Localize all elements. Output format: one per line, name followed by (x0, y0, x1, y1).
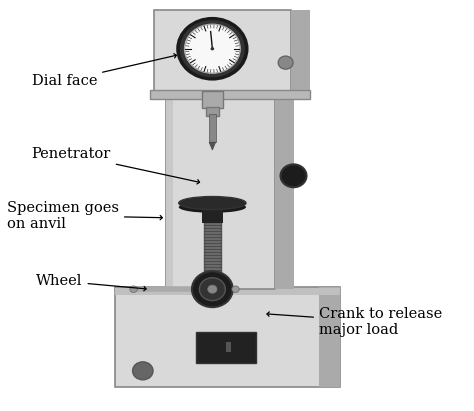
Bar (166, 83, 173, 289)
Text: Dial face: Dial face (32, 53, 176, 88)
Bar (209, 115, 216, 142)
Bar (204, 222, 221, 288)
Bar (196, 332, 256, 363)
Bar (206, 107, 219, 115)
Circle shape (208, 285, 217, 293)
Bar (275, 83, 293, 289)
Circle shape (200, 278, 225, 300)
Bar (202, 206, 223, 223)
Circle shape (176, 17, 248, 81)
Bar (150, 90, 310, 99)
Text: Crank to release
major load: Crank to release major load (267, 307, 442, 337)
Bar (115, 288, 340, 296)
Circle shape (278, 56, 293, 69)
Bar (226, 342, 231, 353)
Circle shape (232, 286, 239, 293)
Bar (202, 91, 223, 109)
Circle shape (184, 24, 240, 73)
Circle shape (180, 20, 245, 77)
Text: Specimen goes
on anvil: Specimen goes on anvil (7, 201, 162, 231)
Circle shape (192, 271, 233, 307)
Circle shape (281, 164, 307, 187)
Polygon shape (209, 142, 216, 150)
Text: Penetrator: Penetrator (32, 148, 200, 184)
Circle shape (210, 47, 214, 51)
Text: Wheel: Wheel (36, 274, 146, 291)
Bar (115, 287, 340, 387)
Bar (155, 9, 291, 91)
Circle shape (133, 362, 153, 380)
Bar (319, 287, 340, 387)
Ellipse shape (179, 201, 246, 213)
Bar (291, 9, 310, 91)
Ellipse shape (179, 196, 246, 210)
Circle shape (130, 286, 137, 293)
Bar (166, 83, 275, 289)
